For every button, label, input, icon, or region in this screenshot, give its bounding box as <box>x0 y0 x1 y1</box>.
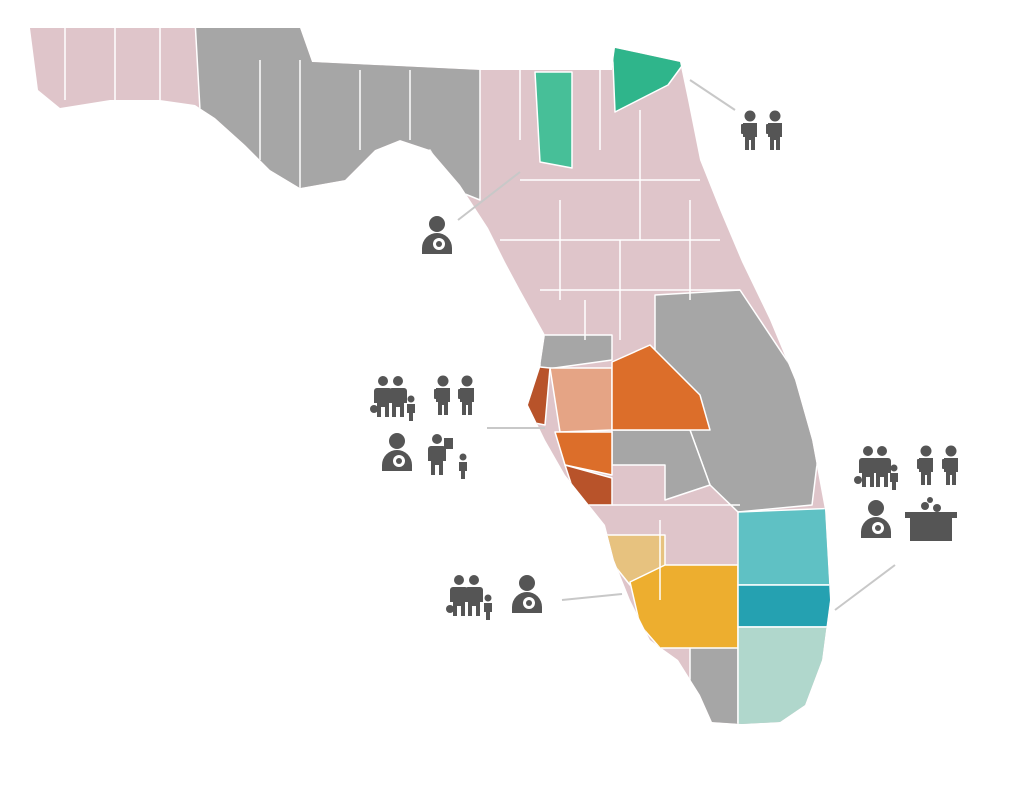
icon-donation-box <box>905 497 957 541</box>
county <box>737 507 830 586</box>
leader-lines <box>457 79 896 611</box>
icon-family <box>370 376 415 421</box>
icon-mother <box>512 575 542 613</box>
county-group <box>194 28 481 201</box>
icon-family <box>446 575 492 620</box>
icon-students <box>434 375 474 415</box>
county <box>629 564 739 649</box>
county <box>534 71 573 169</box>
county <box>519 364 551 426</box>
leader-line <box>457 171 521 221</box>
county <box>549 367 613 433</box>
icon-family <box>854 446 898 490</box>
county-group <box>689 644 739 724</box>
leader-line <box>834 564 896 611</box>
icon-mother <box>861 500 891 538</box>
icon-students <box>917 445 958 485</box>
county <box>554 431 613 476</box>
leader-line <box>689 79 736 111</box>
icon-mother <box>422 216 452 254</box>
icon-teacher <box>428 434 467 479</box>
county <box>737 584 830 628</box>
leader-line <box>561 593 623 601</box>
icon-mother <box>382 433 412 471</box>
county-borders <box>64 28 740 600</box>
county <box>611 344 711 431</box>
icons <box>370 110 958 620</box>
county <box>737 626 830 724</box>
icon-students <box>741 110 782 150</box>
